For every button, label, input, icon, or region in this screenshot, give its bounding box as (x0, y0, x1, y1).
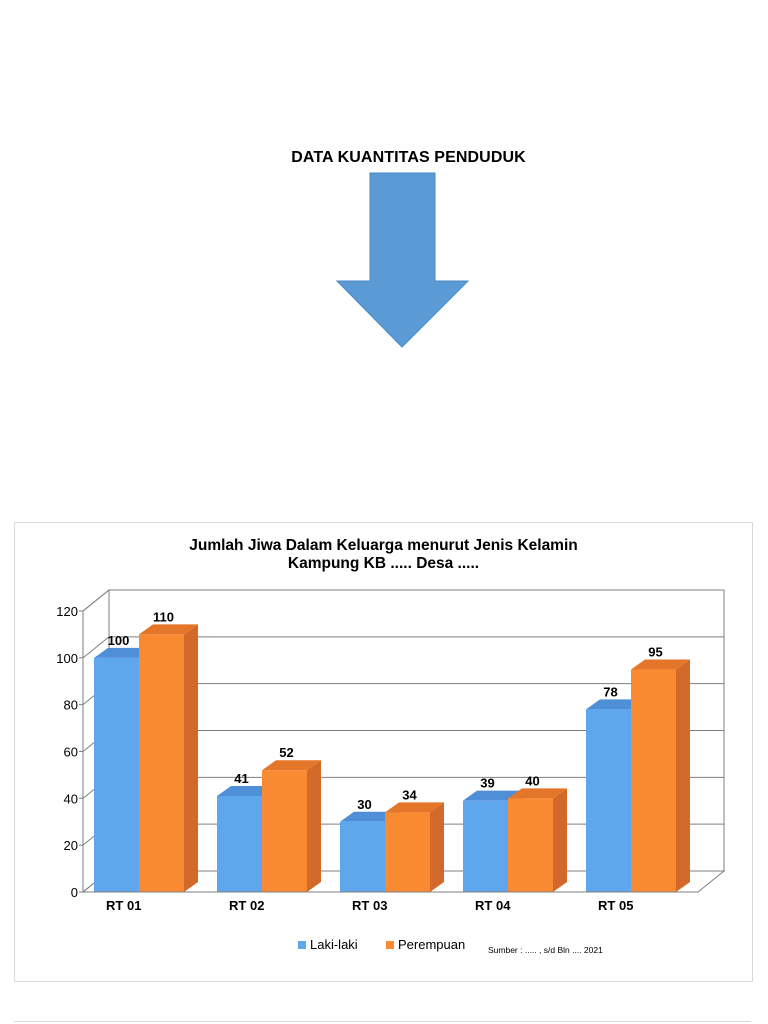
bar-top (217, 785, 276, 796)
legend-label-laki-laki: Laki-laki (310, 937, 358, 952)
bar-top (508, 788, 567, 799)
chart-title-line-2: Kampung KB ..... Desa ..... (287, 555, 480, 572)
bar (586, 709, 631, 892)
bar-top (463, 790, 522, 801)
data-label: 39 (480, 776, 494, 791)
page-heading: DATA KUANTITAS PENDUDUK (291, 149, 526, 166)
data-label: 41 (234, 771, 248, 786)
y-tick-label: 0 (71, 885, 78, 900)
data-label: 110 (153, 609, 174, 624)
legend-item-perempuan: Perempuan (386, 937, 465, 952)
bar-side (307, 760, 321, 892)
bar (340, 821, 385, 892)
data-label: 95 (648, 645, 662, 660)
bar (631, 669, 676, 892)
y-tick-label: 120 (56, 604, 78, 619)
bar-side (184, 624, 198, 892)
y-tick-label: 100 (56, 651, 78, 666)
chart-container: Jumlah Jiwa Dalam Keluarga menurut Jenis… (14, 522, 753, 982)
bar-top (262, 760, 321, 771)
bar-top (139, 624, 198, 635)
bar-top (94, 647, 153, 658)
bar-top (586, 699, 645, 710)
legend-label-perempuan: Perempuan (398, 937, 466, 952)
x-tick-label: RT 02 (229, 898, 264, 913)
data-label: 34 (402, 787, 417, 802)
bar (385, 812, 430, 892)
x-tick-label: RT 03 (352, 898, 387, 913)
legend-item-laki-laki: Laki-laki (298, 937, 358, 952)
y-tick-label: 60 (64, 745, 78, 760)
bar-top (385, 802, 444, 813)
bar-top (340, 811, 399, 822)
data-label: 30 (357, 797, 371, 812)
down-arrow-shape (335, 172, 470, 348)
bar (94, 657, 139, 892)
x-tick-label: RT 04 (475, 898, 511, 913)
chart-title: Jumlah Jiwa Dalam Keluarga menurut Jenis… (15, 537, 752, 573)
chart-title-line-1: Jumlah Jiwa Dalam Keluarga menurut Jenis… (189, 537, 578, 554)
y-tick-label: 40 (64, 791, 78, 806)
bar-side (553, 788, 567, 892)
bar (217, 795, 262, 892)
bar-side (430, 802, 444, 892)
bar-chart-plot: 0 20 40 60 80 100 120 100 110 RT 01 41 52 RT 02 30 34 R… (56, 588, 726, 913)
source-note: Sumber : ..... , s/d Bln .... 2021 (488, 945, 603, 955)
data-label: 78 (603, 684, 617, 699)
bar (139, 634, 184, 892)
legend-swatch-perempuan (386, 940, 394, 949)
bar-top (631, 659, 690, 670)
down-arrow-icon (335, 172, 470, 348)
data-label: 52 (279, 745, 293, 760)
bar (508, 798, 553, 892)
y-tick-label: 80 (64, 698, 78, 713)
legend-swatch-laki-laki (298, 940, 306, 949)
x-tick-label: RT 05 (598, 898, 633, 913)
gridline (82, 636, 724, 659)
bar (262, 770, 307, 892)
x-tick-label: RT 01 (106, 898, 141, 913)
y-tick-label: 20 (64, 838, 78, 853)
bar (463, 800, 508, 892)
bottom-divider (14, 1021, 751, 1022)
gridline (82, 589, 724, 612)
data-label: 100 (108, 633, 130, 648)
bar-side (676, 659, 690, 892)
data-label: 40 (525, 773, 539, 788)
